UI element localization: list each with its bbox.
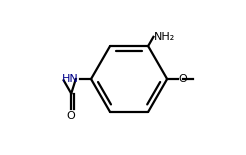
Text: NH₂: NH₂ xyxy=(154,32,175,42)
Text: O: O xyxy=(178,74,187,84)
Text: HN: HN xyxy=(62,74,79,84)
Text: O: O xyxy=(67,111,76,121)
